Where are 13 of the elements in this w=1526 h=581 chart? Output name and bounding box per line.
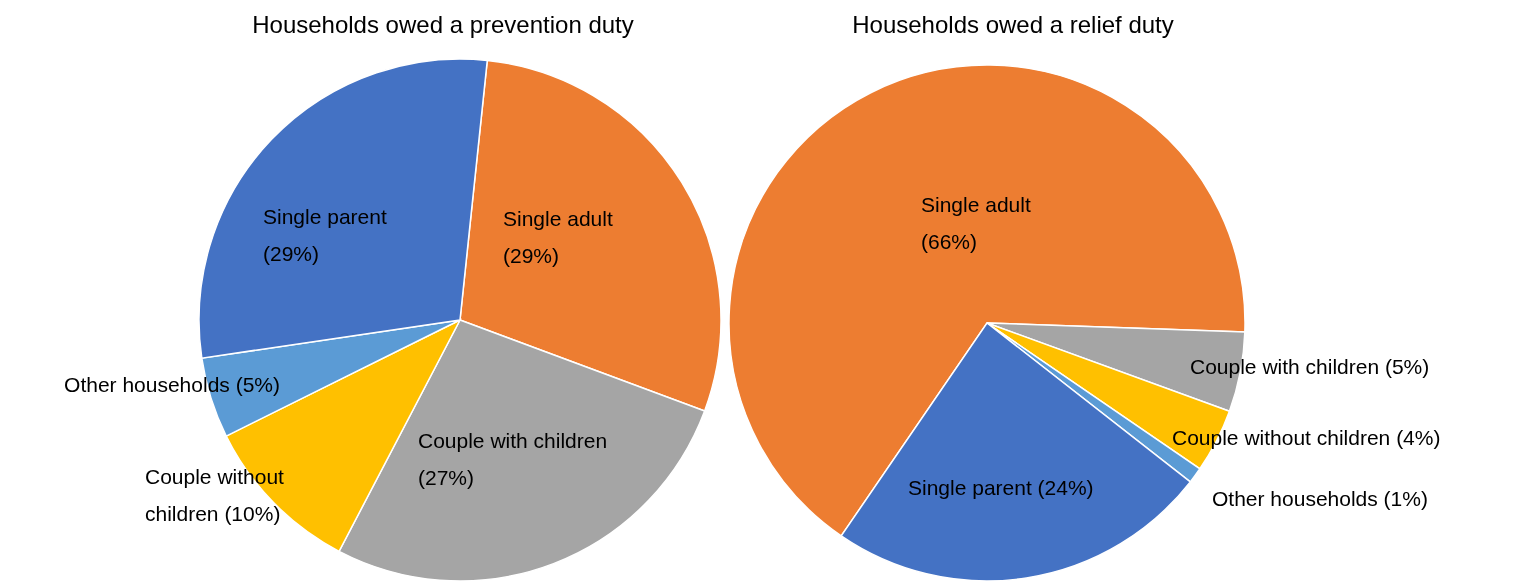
slice-label: Couple with children (5%) xyxy=(1190,355,1430,378)
data-label: (27%) xyxy=(418,466,475,489)
data-label: (29%) xyxy=(503,244,560,267)
data-label: (66%) xyxy=(921,230,978,253)
slice-label: Single adult xyxy=(503,207,613,230)
chart-title: Households owed a relief duty xyxy=(852,11,1174,38)
data-label: (29%) xyxy=(263,242,320,265)
slice-label: Single parent xyxy=(263,205,387,228)
chart-title: Households owed a prevention duty xyxy=(252,11,634,38)
slice-label: Single parent (24%) xyxy=(908,476,1094,499)
slice-label: Couple with children xyxy=(418,429,608,452)
slice-label: Single adult xyxy=(921,193,1031,216)
slice-label: Other households (1%) xyxy=(1212,487,1428,510)
